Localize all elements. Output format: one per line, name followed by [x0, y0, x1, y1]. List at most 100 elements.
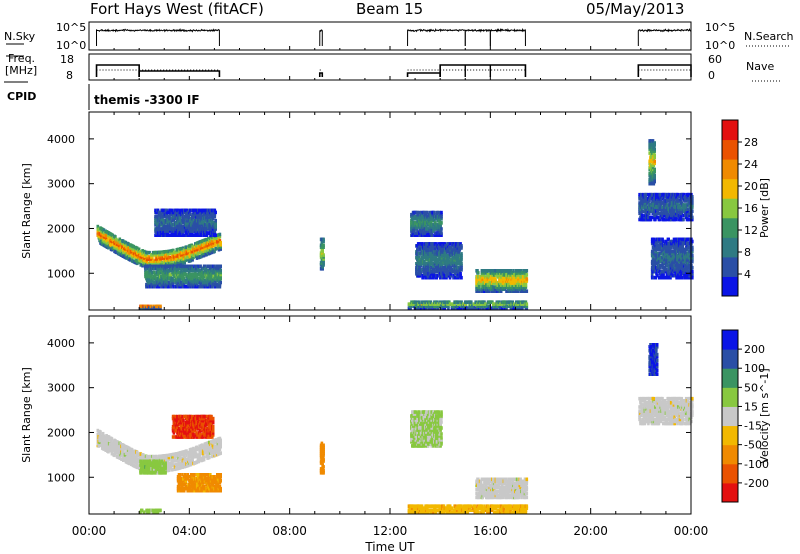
power-cell-5 — [447, 306, 450, 310]
power-cell-2 — [188, 227, 191, 231]
power-cell-10 — [666, 255, 670, 260]
velocity-cell-0 — [96, 428, 100, 433]
power-cell-2 — [156, 229, 159, 233]
power-cell-5 — [517, 302, 521, 306]
power-cell-9 — [650, 192, 654, 197]
power-cell-8 — [453, 266, 456, 270]
power-cell-8 — [432, 268, 436, 272]
power-cell-9 — [641, 215, 644, 220]
power-cell-0 — [118, 243, 122, 248]
power-cell-5 — [498, 300, 501, 304]
power-cell-1 — [145, 274, 149, 279]
power-cell-8 — [451, 270, 454, 274]
power-cell-8 — [453, 258, 456, 262]
power-cell-9 — [684, 209, 688, 213]
power-cell-8 — [433, 252, 437, 256]
power-cell-6 — [482, 269, 485, 273]
power-cell-6 — [493, 287, 497, 291]
power-cell-9 — [670, 205, 674, 209]
power-cell-1 — [147, 284, 151, 289]
power-cell-0 — [200, 254, 203, 259]
power-cell-6 — [524, 283, 528, 287]
power-cell-8 — [442, 272, 446, 276]
power-cell-2 — [195, 227, 198, 231]
power-cell-8 — [456, 260, 460, 264]
power-cell-10 — [691, 239, 694, 244]
power-cell-10 — [665, 261, 669, 266]
power-cell-0 — [148, 261, 151, 266]
power-cell-9 — [672, 192, 676, 197]
power-cell-8 — [455, 268, 459, 272]
power-cell-9 — [664, 192, 668, 197]
power-cell-9 — [691, 201, 694, 205]
power-cell-1 — [218, 278, 222, 283]
power-cell-8 — [450, 254, 454, 258]
power-cell-7 — [416, 221, 419, 225]
power-cell-2 — [172, 218, 176, 223]
power-cell-1 — [161, 270, 165, 275]
power-cell-9 — [665, 215, 669, 220]
power-cell-6 — [475, 285, 478, 289]
power-cell-9 — [691, 209, 694, 213]
power-cell-8 — [429, 246, 432, 250]
power-cell-1 — [196, 266, 200, 271]
power-cell-10 — [669, 275, 672, 280]
power-cell-10 — [670, 257, 674, 262]
power-cell-7 — [431, 219, 434, 223]
power-cell-6 — [485, 289, 488, 293]
power-cell-2 — [167, 223, 170, 227]
power-cell-0 — [124, 240, 128, 245]
power-cell-8 — [459, 272, 462, 276]
power-cell-5 — [416, 300, 419, 304]
power-cell-7 — [418, 229, 422, 233]
power-cell-0 — [155, 250, 158, 255]
power-cell-1 — [198, 276, 201, 281]
power-cell-11 — [651, 167, 655, 172]
power-cell-8 — [459, 242, 462, 246]
power-cell-9 — [659, 199, 662, 203]
power-cell-1 — [185, 264, 188, 269]
power-cell-10 — [666, 249, 670, 254]
power-cell-4 — [320, 239, 324, 244]
power-cell-6 — [499, 289, 503, 293]
power-cell-2 — [210, 231, 214, 235]
power-cell-8 — [442, 266, 446, 270]
power-cell-6 — [504, 271, 507, 275]
power-cell-10 — [675, 273, 678, 278]
power-cell-2 — [161, 227, 164, 231]
power-cell-10 — [688, 259, 691, 264]
power-cell-9 — [648, 205, 652, 209]
power-cell-5 — [509, 300, 513, 304]
power-cell-8 — [428, 256, 431, 260]
power-cell-2 — [181, 229, 184, 233]
power-cell-8 — [460, 256, 463, 260]
power-cell-10 — [680, 257, 684, 262]
power-cell-10 — [651, 261, 655, 266]
power-cell-7 — [431, 225, 434, 229]
power-cell-5 — [443, 306, 447, 310]
power-cell-2 — [166, 229, 169, 233]
power-cell-8 — [435, 275, 438, 280]
power-cell-10 — [676, 255, 679, 260]
power-cell-4 — [319, 267, 323, 271]
power-cell-0 — [107, 241, 110, 246]
power-cell-10 — [656, 273, 659, 278]
power-cell-2 — [183, 229, 186, 233]
power-cell-1 — [187, 270, 191, 275]
power-cell-1 — [199, 282, 202, 287]
power-cell-2 — [196, 214, 199, 219]
power-cell-5 — [438, 300, 441, 304]
power-cell-10 — [652, 251, 656, 256]
power-cell-2 — [213, 229, 217, 233]
power-cell-0 — [158, 252, 162, 257]
power-cell-8 — [443, 242, 446, 246]
freq-segment-1 — [138, 70, 221, 77]
power-cell-9 — [650, 195, 654, 199]
power-cell-10 — [651, 263, 655, 268]
power-cell-9 — [677, 195, 680, 199]
power-cell-9 — [647, 192, 650, 197]
power-cell-9 — [641, 192, 645, 197]
power-cell-9 — [691, 197, 694, 201]
power-cell-2 — [187, 212, 190, 217]
power-cell-8 — [421, 258, 424, 262]
